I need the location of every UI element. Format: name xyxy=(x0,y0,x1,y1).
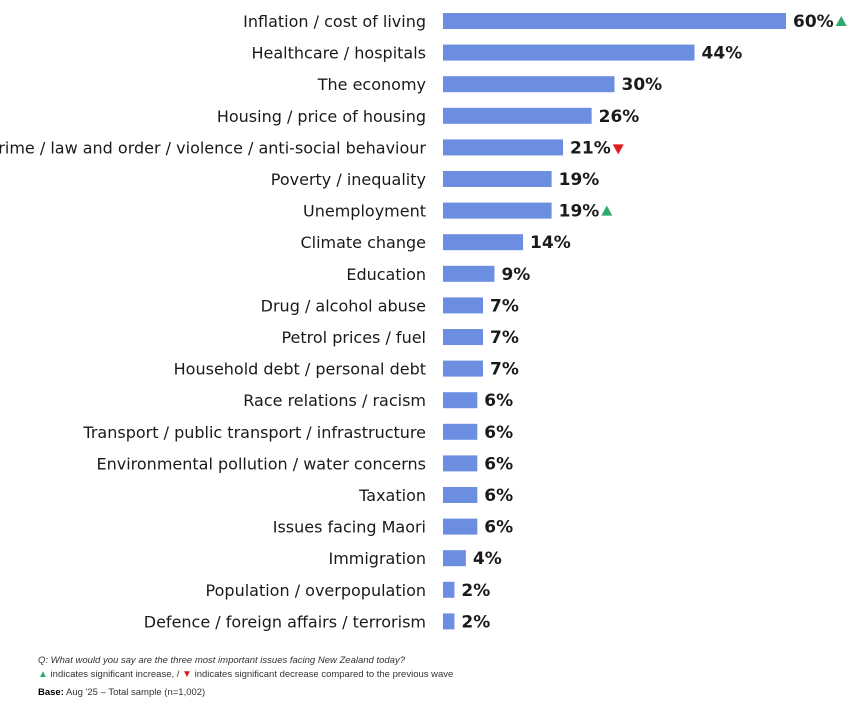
bar xyxy=(443,550,466,567)
category-label: Poverty / inequality xyxy=(271,170,426,189)
category-label: Immigration xyxy=(328,549,426,568)
category-label: Healthcare / hospitals xyxy=(252,44,427,63)
triangle-down-icon xyxy=(612,144,624,155)
value-label: 6% xyxy=(484,486,513,506)
value-label: 26% xyxy=(599,107,640,127)
legend-increase-text: indicates significant increase, / xyxy=(50,669,180,680)
bar xyxy=(443,139,564,156)
bar xyxy=(443,581,455,598)
category-label: Environmental pollution / water concerns xyxy=(97,454,427,473)
category-label: Population / overpopulation xyxy=(206,581,426,600)
value-label: 6% xyxy=(484,423,513,443)
value-label: 7% xyxy=(490,296,519,316)
category-label: Crime / law and order / violence / anti-… xyxy=(0,138,426,157)
value-label: 6% xyxy=(484,454,513,474)
category-label: Household debt / personal debt xyxy=(174,360,426,379)
bar xyxy=(443,360,484,377)
value-label: 7% xyxy=(490,328,519,348)
bar xyxy=(443,297,484,314)
category-label: Race relations / racism xyxy=(243,391,426,410)
base-label: Base: xyxy=(38,687,64,698)
legend-decrease-text: indicates significant decrease compared … xyxy=(194,669,454,680)
category-label: Education xyxy=(346,265,426,284)
bar xyxy=(443,171,552,187)
bar xyxy=(443,76,615,93)
category-label: Drug / alcohol abuse xyxy=(261,296,426,315)
triangle-up-icon xyxy=(601,205,613,216)
value-label: 4% xyxy=(473,549,502,569)
triangle-up-icon xyxy=(835,16,847,26)
category-label: Unemployment xyxy=(303,202,426,221)
category-label: Taxation xyxy=(358,486,426,505)
triangle-up-icon: ▲ xyxy=(38,669,48,680)
value-label: 6% xyxy=(484,391,513,411)
bar-chart: Inflation / cost of living 60% Healthcare … xyxy=(0,12,847,632)
bar xyxy=(443,455,478,472)
value-label: 60% xyxy=(793,12,834,32)
category-label: Transport / public transport / infrastru… xyxy=(82,423,426,442)
bar xyxy=(443,13,786,29)
value-label: 2% xyxy=(461,581,490,601)
value-label: 21% xyxy=(570,138,611,158)
value-label: 6% xyxy=(484,518,513,538)
value-label: 7% xyxy=(490,360,519,380)
value-label: 9% xyxy=(501,265,530,285)
category-label: Inflation / cost of living xyxy=(243,12,426,31)
value-label: 19% xyxy=(559,202,600,222)
category-label: Issues facing Maori xyxy=(273,518,426,537)
bar xyxy=(443,329,484,345)
value-label: 44% xyxy=(702,44,743,64)
bar xyxy=(443,265,495,282)
base-footnote: Base: Aug '25 – Total sample (n=1,002) xyxy=(38,687,205,698)
category-label: The economy xyxy=(317,75,426,94)
bar xyxy=(443,234,524,251)
bar xyxy=(443,518,478,535)
base-text: Aug '25 – Total sample (n=1,002) xyxy=(66,687,206,698)
category-label: Climate change xyxy=(300,233,426,252)
significance-legend: ▲ indicates significant increase, / ▼ in… xyxy=(38,669,453,680)
category-label: Petrol prices / fuel xyxy=(281,328,426,347)
value-label: 30% xyxy=(622,75,663,95)
bar xyxy=(443,392,478,409)
bar xyxy=(443,613,455,630)
value-label: 19% xyxy=(559,170,600,190)
triangle-down-icon: ▼ xyxy=(182,669,192,680)
value-label: 14% xyxy=(530,233,571,253)
category-label: Housing / price of housing xyxy=(217,107,426,126)
category-label: Defence / foreign affairs / terrorism xyxy=(144,612,426,631)
bar xyxy=(443,44,695,61)
question-footnote: Q: What would you say are the three most… xyxy=(38,655,405,666)
value-label: 2% xyxy=(461,612,490,632)
bar xyxy=(443,487,478,503)
bar xyxy=(443,202,552,219)
bar xyxy=(443,423,478,440)
question-text: Q: What would you say are the three most… xyxy=(38,655,405,666)
bar xyxy=(443,107,592,124)
